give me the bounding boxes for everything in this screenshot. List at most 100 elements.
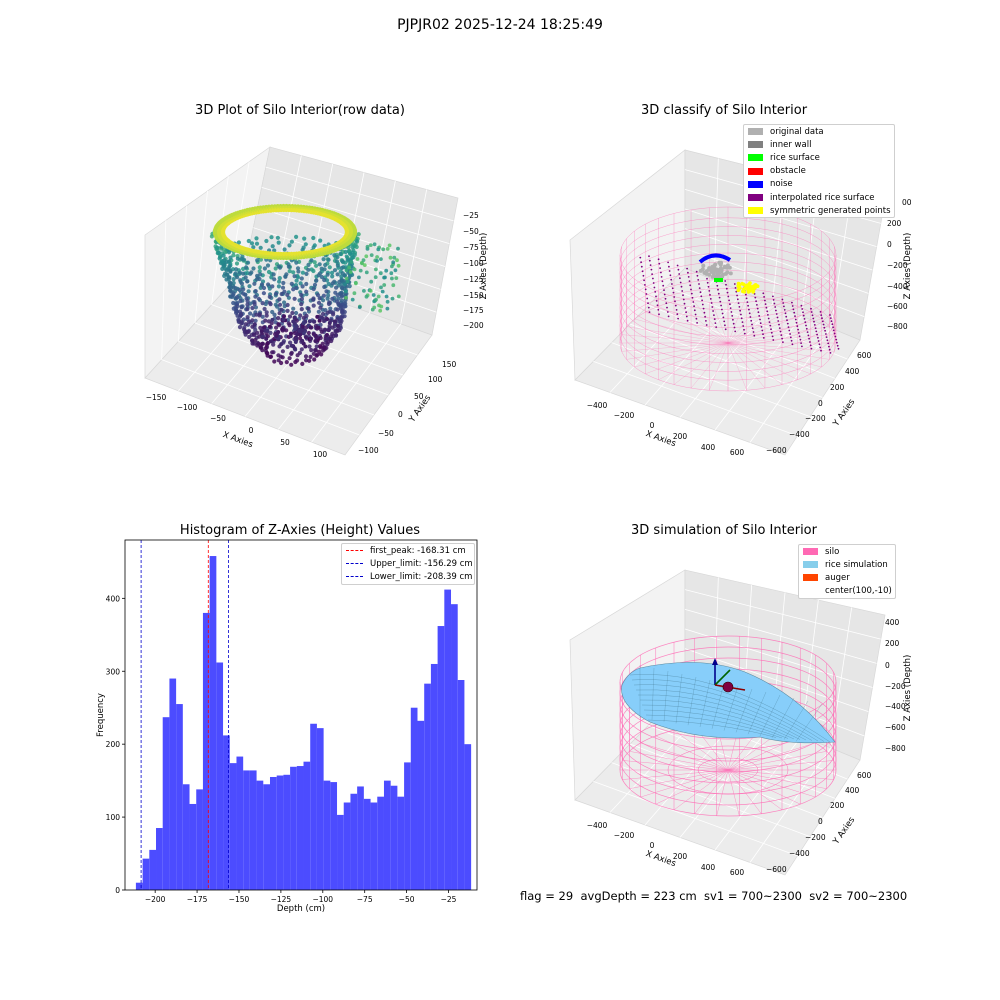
y-axis-label: Frequency [96,693,106,737]
x-tick-label: −175 [187,895,208,904]
silo-spoke [673,729,729,771]
data-point [317,318,322,323]
data-point [228,255,233,260]
data-point [243,322,248,327]
data-point [245,299,250,304]
interpolated-point [673,296,676,298]
data-point [390,296,395,301]
data-point [295,266,301,271]
silo-spoke [727,769,783,811]
legend-entry: Upper_limit: -156.29 cm [342,557,474,570]
interpolated-point [659,267,661,269]
x-tick-label: −50 [399,895,415,904]
interpolated-point [642,274,645,277]
original-point [711,270,716,275]
original-point [713,262,718,267]
z-axis-label: Z Axies (Depth) [903,233,913,300]
interpolated-point [759,322,762,325]
interpolated-point [807,334,810,337]
interpolated-point [693,305,695,308]
legend-label: rice simulation [825,559,888,570]
rice-mesh-line [651,667,655,720]
interpolated-point [647,302,649,304]
interpolated-point [817,336,819,339]
data-point [375,255,379,259]
interpolated-point [746,301,749,303]
data-point [304,358,309,363]
data-point [339,285,344,290]
interpolated-point [805,324,807,327]
data-point [219,261,224,266]
interpolated-point [736,294,738,297]
data-point [248,311,253,316]
data-point [277,279,282,284]
data-point [345,279,350,284]
data-point [253,338,258,343]
data-point [325,296,330,301]
data-point [257,313,262,318]
interpolated-point [658,262,661,265]
legend-label: original data [770,126,824,137]
y-tick-label: −200 [805,414,826,423]
data-point [241,327,247,332]
data-point [355,257,360,261]
interpolated-point [826,339,829,342]
histogram-bar [149,849,156,890]
x-tick-label: 600 [730,868,745,877]
interpolated-point [752,331,755,333]
data-point [361,258,366,262]
data-point [332,253,337,258]
auger-axis-y [714,669,731,686]
data-point [258,325,263,330]
data-point [260,301,265,306]
data-point [321,318,326,323]
data-point [306,306,311,311]
data-point [296,269,301,274]
data-point [330,331,335,336]
data-point [393,268,398,273]
silo-spoke [673,769,729,811]
data-point [335,254,340,260]
data-point [326,293,331,298]
data-point [289,351,294,356]
interpolated-point [666,311,669,313]
silo-spoke [727,342,766,389]
data-point [247,334,252,340]
interpolated-point [790,339,793,342]
data-point [313,333,318,338]
data-point [381,247,386,252]
histogram-bar [142,858,150,890]
interpolated-point [755,300,757,303]
interpolated-point [660,276,663,278]
silo-spoke [727,306,798,344]
interpolated-point [836,341,838,344]
interpolated-point [696,322,698,324]
data-point [314,344,319,349]
interpolated-point [745,297,748,300]
y-tick-label: 400 [106,594,121,603]
interpolated-point [705,324,708,326]
interpolated-point [678,273,681,275]
data-point [325,336,330,341]
interpolated-point [662,284,665,287]
data-point [385,247,390,251]
data-point [289,239,294,244]
silo-spoke [727,769,801,805]
silo-spoke [626,326,729,344]
interpolated-point [675,309,678,311]
data-point [320,315,325,320]
rice-mesh-line [699,679,711,728]
legend-entry: obstacle [744,165,894,178]
interpolated-point [761,329,764,332]
data-point [312,260,317,265]
data-point [382,283,387,287]
data-point [364,254,369,259]
data-point [258,345,263,350]
histogram-bar [410,707,418,890]
data-point [268,302,273,307]
data-point [343,282,347,286]
data-point [379,257,383,261]
interpolated-point [824,329,826,332]
interpolated-point [721,308,723,311]
interpolated-point [661,280,664,283]
